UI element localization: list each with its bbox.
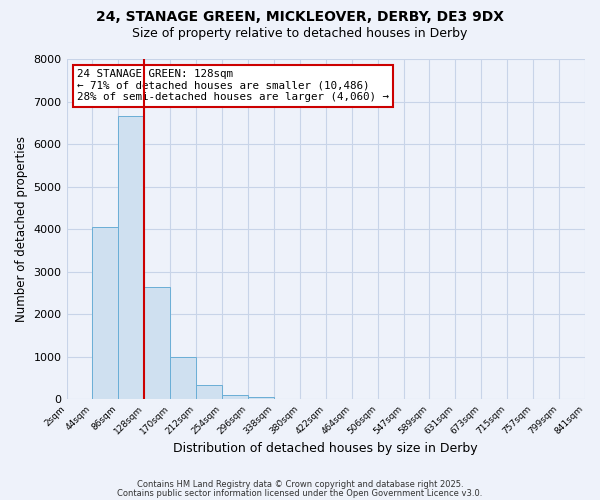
Bar <box>145 286 170 400</box>
X-axis label: Distribution of detached houses by size in Derby: Distribution of detached houses by size … <box>173 442 478 455</box>
Bar <box>92 227 118 400</box>
Text: 24 STANAGE GREEN: 128sqm
← 71% of detached houses are smaller (10,486)
28% of se: 24 STANAGE GREEN: 128sqm ← 71% of detach… <box>77 69 389 102</box>
Text: Contains HM Land Registry data © Crown copyright and database right 2025.: Contains HM Land Registry data © Crown c… <box>137 480 463 489</box>
Bar <box>118 116 145 400</box>
Bar <box>170 357 196 400</box>
Bar <box>196 386 222 400</box>
Y-axis label: Number of detached properties: Number of detached properties <box>15 136 28 322</box>
Text: Size of property relative to detached houses in Derby: Size of property relative to detached ho… <box>133 28 467 40</box>
Bar <box>222 395 248 400</box>
Bar <box>248 398 274 400</box>
Text: Contains public sector information licensed under the Open Government Licence v3: Contains public sector information licen… <box>118 488 482 498</box>
Text: 24, STANAGE GREEN, MICKLEOVER, DERBY, DE3 9DX: 24, STANAGE GREEN, MICKLEOVER, DERBY, DE… <box>96 10 504 24</box>
